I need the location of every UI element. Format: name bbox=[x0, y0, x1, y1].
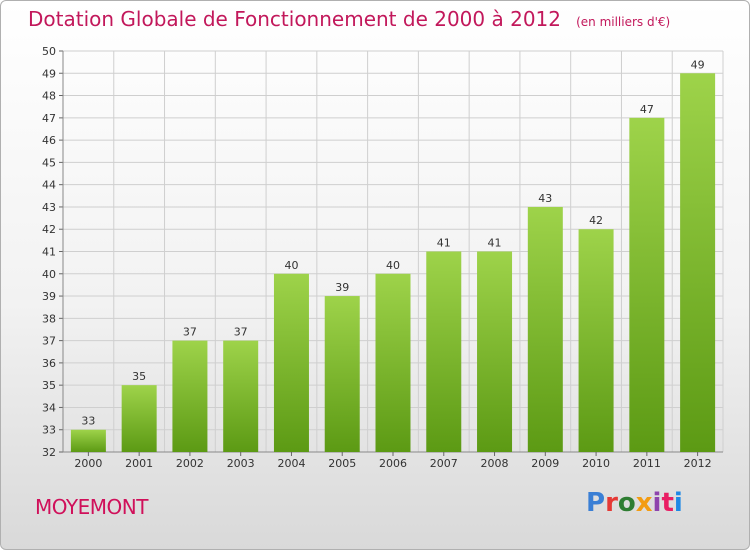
bar-value-label: 42 bbox=[589, 214, 603, 227]
bar-value-label: 47 bbox=[640, 103, 654, 116]
logo-letter: r bbox=[605, 488, 618, 518]
y-tick-label: 48 bbox=[42, 90, 56, 103]
bar-layer bbox=[70, 73, 716, 453]
commune-name: MOYEMONT bbox=[35, 495, 148, 519]
bar-2003[interactable] bbox=[223, 340, 259, 452]
y-tick-label: 38 bbox=[42, 312, 56, 325]
y-tick-label: 47 bbox=[42, 112, 56, 125]
y-tick-label: 43 bbox=[42, 201, 56, 214]
bar-2010[interactable] bbox=[578, 229, 614, 452]
y-tick-label: 33 bbox=[42, 424, 56, 437]
y-tick-label: 39 bbox=[42, 290, 56, 303]
logo-letter: i bbox=[652, 488, 662, 518]
bar-value-label: 37 bbox=[234, 326, 248, 339]
bar-value-label: 41 bbox=[437, 237, 451, 250]
logo-letter: x bbox=[635, 488, 653, 518]
y-tick-label: 34 bbox=[42, 401, 56, 414]
bar-value-label: 35 bbox=[132, 370, 146, 383]
bar-2007[interactable] bbox=[426, 251, 462, 453]
y-tick-label: 40 bbox=[42, 268, 56, 281]
bar-value-label: 49 bbox=[691, 58, 705, 71]
bar-value-label: 40 bbox=[284, 259, 298, 272]
y-tick-label: 37 bbox=[42, 335, 56, 348]
bar-2005[interactable] bbox=[324, 296, 360, 452]
bar-value-label: 33 bbox=[81, 415, 95, 428]
x-tick-label: 2002 bbox=[176, 457, 204, 470]
bar-value-label: 37 bbox=[183, 326, 197, 339]
x-tick-label: 2001 bbox=[125, 457, 153, 470]
x-tick-label: 2010 bbox=[582, 457, 610, 470]
y-tick-label: 32 bbox=[42, 446, 56, 459]
y-tick-label: 50 bbox=[42, 45, 56, 58]
x-tick-label: 2000 bbox=[74, 457, 102, 470]
bar-2001[interactable] bbox=[121, 385, 157, 452]
label-layer: 33 35 37 37 40 39 40 41 41 43 42 47 49 bbox=[81, 58, 704, 427]
logo-letter: t bbox=[661, 488, 674, 518]
bar-value-label: 39 bbox=[335, 281, 349, 294]
y-tick-label: 36 bbox=[42, 357, 56, 370]
x-tick-label: 2007 bbox=[430, 457, 458, 470]
bar-2008[interactable] bbox=[477, 251, 513, 453]
x-tick-label: 2008 bbox=[481, 457, 509, 470]
logo-letter: o bbox=[617, 488, 636, 518]
y-tick-label: 35 bbox=[42, 379, 56, 392]
x-tick-label: 2006 bbox=[379, 457, 407, 470]
y-tick-label: 41 bbox=[42, 246, 56, 259]
y-tick-label: 42 bbox=[42, 223, 56, 236]
bar-2000[interactable] bbox=[70, 429, 106, 452]
bar-2002[interactable] bbox=[172, 340, 208, 452]
bar-2011[interactable] bbox=[629, 117, 665, 452]
bar-2004[interactable] bbox=[273, 273, 309, 452]
y-tick-label: 49 bbox=[42, 67, 56, 80]
bar-value-label: 40 bbox=[386, 259, 400, 272]
axis-layer: 32 33 34 35 36 37 38 39 40 41 42 43 44 45 46 47 48 49 50 20… bbox=[42, 45, 723, 470]
logo-letter: P bbox=[586, 488, 606, 518]
y-tick-label: 45 bbox=[42, 156, 56, 169]
proxiti-logo[interactable]: Proxiti bbox=[586, 488, 683, 518]
x-tick-label: 2003 bbox=[227, 457, 255, 470]
y-tick-label: 44 bbox=[42, 179, 56, 192]
chart-unit: (en milliers d'€) bbox=[576, 15, 671, 29]
x-tick-label: 2012 bbox=[684, 457, 712, 470]
x-tick-label: 2009 bbox=[531, 457, 559, 470]
bar-2009[interactable] bbox=[527, 206, 563, 452]
x-tick-label: 2005 bbox=[328, 457, 356, 470]
x-tick-label: 2004 bbox=[277, 457, 305, 470]
title-row: Dotation Globale de Fonctionnement de 20… bbox=[28, 7, 670, 31]
logo-letter: i bbox=[673, 488, 683, 518]
chart-title: Dotation Globale de Fonctionnement de 20… bbox=[28, 7, 561, 31]
bar-2012[interactable] bbox=[680, 73, 716, 453]
y-tick-label: 46 bbox=[42, 134, 56, 147]
bar-value-label: 41 bbox=[488, 237, 502, 250]
bar-2006[interactable] bbox=[375, 273, 411, 452]
bar-value-label: 43 bbox=[538, 192, 552, 205]
x-tick-label: 2011 bbox=[633, 457, 661, 470]
